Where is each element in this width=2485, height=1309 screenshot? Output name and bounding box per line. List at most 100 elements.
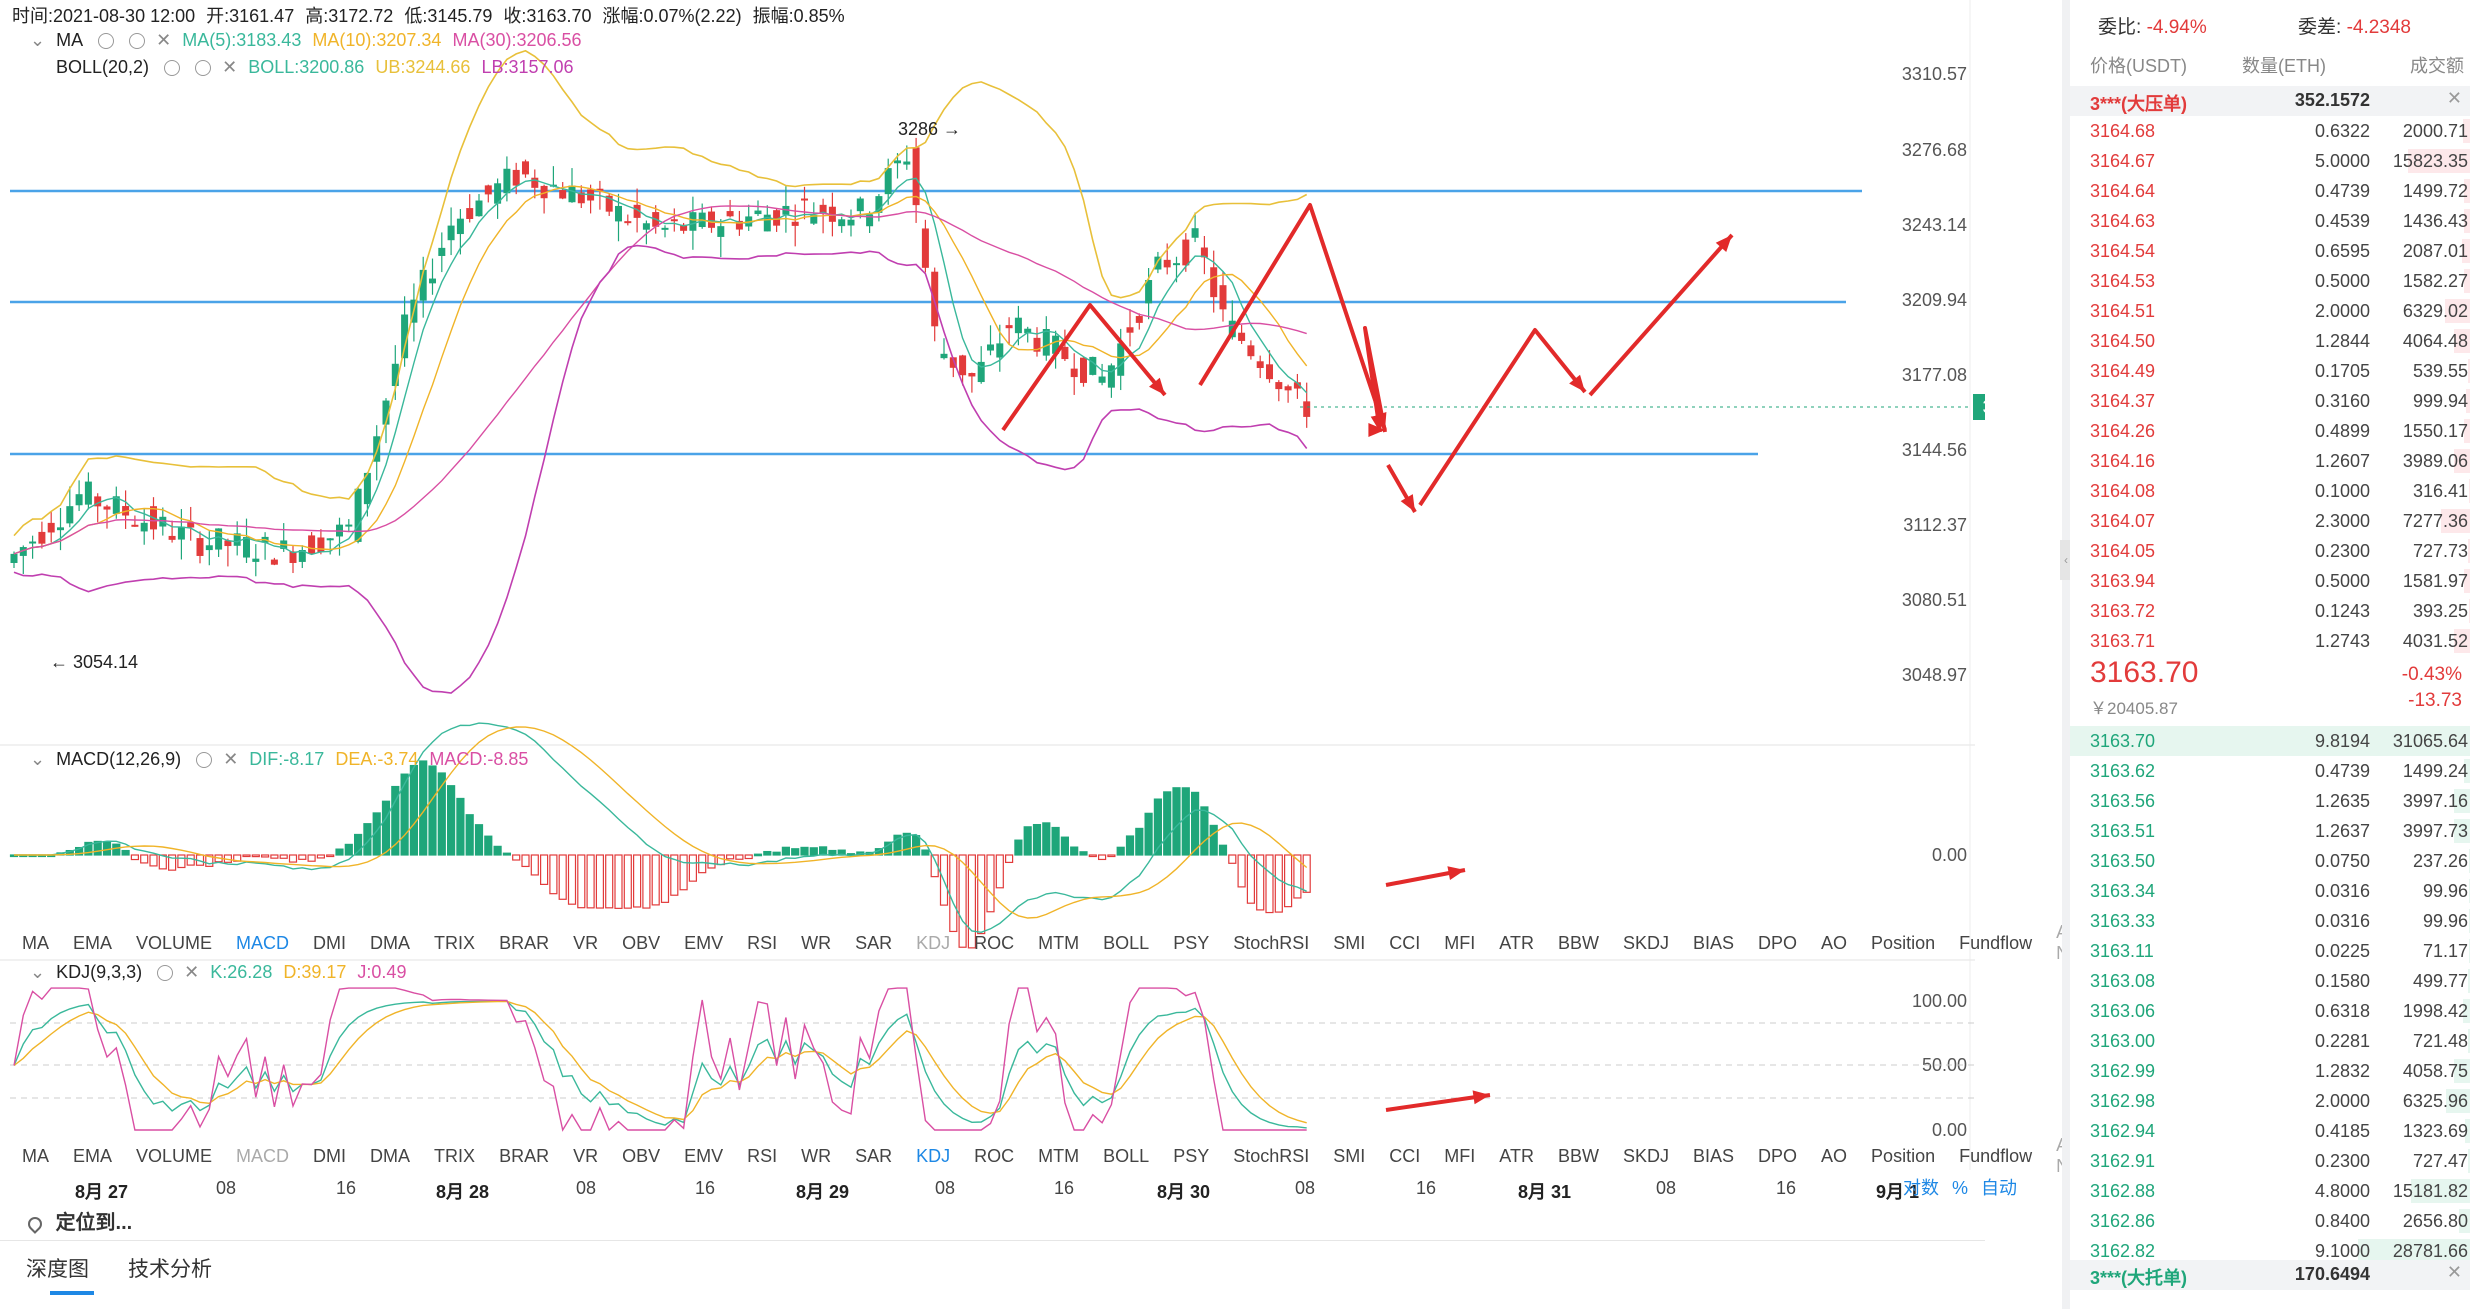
- ask-row[interactable]: 3164.16 1.2607 3989.06: [2070, 446, 2470, 476]
- close-icon[interactable]: ✕: [222, 57, 238, 77]
- indicator-tab-bias[interactable]: BIAS: [1692, 932, 1735, 953]
- indicator-tab-brar[interactable]: BRAR: [499, 1145, 550, 1166]
- indicator-tab-ma[interactable]: MA: [22, 932, 49, 953]
- indicator-tab-rsi[interactable]: RSI: [747, 932, 778, 953]
- bid-row[interactable]: 3163.33 0.0316 99.96: [2070, 906, 2470, 936]
- settings-icon[interactable]: [157, 965, 174, 982]
- indicator-tab-atr[interactable]: ATR: [1499, 1145, 1534, 1166]
- ask-row[interactable]: 3164.50 1.2844 4064.48: [2070, 326, 2470, 356]
- bid-row[interactable]: 3163.34 0.0316 99.96: [2070, 876, 2470, 906]
- indicator-tab-mtm[interactable]: MTM: [1038, 932, 1080, 953]
- ask-row[interactable]: 3164.37 0.3160 999.94: [2070, 386, 2470, 416]
- bid-row[interactable]: 3163.51 1.2637 3997.73: [2070, 816, 2470, 846]
- ask-row[interactable]: 3164.54 0.6595 2087.01: [2070, 236, 2470, 266]
- indicator-tab-atr[interactable]: ATR: [1499, 932, 1534, 953]
- percent-scale-button[interactable]: %: [1952, 1178, 1969, 1198]
- ask-row[interactable]: 3164.05 0.2300 727.73: [2070, 536, 2470, 566]
- ask-row[interactable]: 3164.07 2.3000 7277.36: [2070, 506, 2470, 536]
- indicator-tab-volume[interactable]: VOLUME: [136, 932, 213, 953]
- tab-technical-analysis[interactable]: 技术分析: [128, 1253, 212, 1283]
- bid-row[interactable]: 3162.91 0.2300 727.47: [2070, 1146, 2470, 1176]
- indicator-tab-sar[interactable]: SAR: [855, 932, 893, 953]
- indicator-tab-cci[interactable]: CCI: [1389, 932, 1421, 953]
- bid-row[interactable]: 3162.88 4.8000 15181.82: [2070, 1176, 2470, 1206]
- collapse-icon[interactable]: ⌄: [30, 749, 46, 769]
- indicator-tab-cci[interactable]: CCI: [1389, 1145, 1421, 1166]
- eye-icon[interactable]: [98, 33, 115, 50]
- close-icon[interactable]: ✕: [2446, 88, 2462, 108]
- indicator-tab-mfi[interactable]: MFI: [1444, 1145, 1476, 1166]
- indicator-tab-dpo[interactable]: DPO: [1758, 932, 1798, 953]
- indicator-tab-position[interactable]: Position: [1871, 932, 1936, 953]
- indicator-tab-roc[interactable]: ROC: [974, 932, 1015, 953]
- ask-row[interactable]: 3164.53 0.5000 1582.27: [2070, 266, 2470, 296]
- indicator-tab-psy[interactable]: PSY: [1173, 932, 1210, 953]
- indicator-tab-rsi[interactable]: RSI: [747, 1145, 778, 1166]
- indicator-tab-dpo[interactable]: DPO: [1758, 1145, 1798, 1166]
- bid-row[interactable]: 3163.11 0.0225 71.17: [2070, 936, 2470, 966]
- indicator-tab-macd[interactable]: MACD: [236, 932, 290, 953]
- kline-chart-svg[interactable]: 3310.57 3276.68 3243.14 3209.94 3177.08 3144.…: [0, 0, 1985, 1240]
- settings-icon[interactable]: [195, 60, 212, 77]
- indicator-tab-position[interactable]: Position: [1871, 1145, 1936, 1166]
- indicator-tab-mfi[interactable]: MFI: [1444, 932, 1476, 953]
- indicator-tab-skdj[interactable]: SKDJ: [1622, 1145, 1669, 1166]
- ask-row[interactable]: 3163.72 0.1243 393.25: [2070, 596, 2470, 626]
- indicator-tab-boll[interactable]: BOLL: [1103, 1145, 1150, 1166]
- bid-row[interactable]: 3163.70 9.8194 31065.64: [2070, 726, 2470, 756]
- collapse-icon[interactable]: ⌄: [30, 30, 46, 50]
- indicator-tab-psy[interactable]: PSY: [1173, 1145, 1210, 1166]
- bid-row[interactable]: 3163.50 0.0750 237.26: [2070, 846, 2470, 876]
- bid-row[interactable]: 3162.99 1.2832 4058.75: [2070, 1056, 2470, 1086]
- indicator-tab-obv[interactable]: OBV: [622, 1145, 661, 1166]
- indicator-tab-kdj[interactable]: KDJ: [916, 1145, 951, 1166]
- ask-row[interactable]: 3164.26 0.4899 1550.17: [2070, 416, 2470, 446]
- ask-row[interactable]: 3164.68 0.6322 2000.71: [2070, 116, 2470, 146]
- bid-row[interactable]: 3162.86 0.8400 2656.80: [2070, 1206, 2470, 1236]
- close-icon[interactable]: ✕: [223, 749, 239, 769]
- indicator-tab-vr[interactable]: VR: [573, 932, 599, 953]
- indicator-tab-skdj[interactable]: SKDJ: [1622, 932, 1669, 953]
- bid-row[interactable]: 3163.06 0.6318 1998.42: [2070, 996, 2470, 1026]
- bid-row[interactable]: 3162.82 9.1000 28781.66: [2070, 1236, 2470, 1266]
- indicator-tab-stochrsi[interactable]: StochRSI: [1233, 932, 1310, 953]
- indicator-tab-smi[interactable]: SMI: [1333, 932, 1366, 953]
- indicator-tab-volume[interactable]: VOLUME: [136, 1145, 213, 1166]
- indicator-tab-stochrsi[interactable]: StochRSI: [1233, 1145, 1310, 1166]
- bid-row[interactable]: 3163.00 0.2281 721.48: [2070, 1026, 2470, 1056]
- panel-divider[interactable]: [2062, 0, 2070, 1309]
- indicator-tab-trix[interactable]: TRIX: [434, 1145, 476, 1166]
- bid-row[interactable]: 3162.98 2.0000 6325.96: [2070, 1086, 2470, 1116]
- indicator-tab-vr[interactable]: VR: [573, 1145, 599, 1166]
- indicator-tab-ma[interactable]: MA: [22, 1145, 49, 1166]
- ask-row[interactable]: 3164.49 0.1705 539.55: [2070, 356, 2470, 386]
- ask-row[interactable]: 3163.71 1.2743 4031.52: [2070, 626, 2470, 656]
- locate-button[interactable]: 定位到...: [25, 1206, 132, 1235]
- ask-row[interactable]: 3164.51 2.0000 6329.02: [2070, 296, 2470, 326]
- eye-icon[interactable]: [164, 60, 181, 77]
- ask-row[interactable]: 3164.63 0.4539 1436.43: [2070, 206, 2470, 236]
- indicator-tab-dma[interactable]: DMA: [370, 1145, 411, 1166]
- indicator-tab-bbw[interactable]: BBW: [1557, 932, 1599, 953]
- indicator-tab-dmi[interactable]: DMI: [313, 1145, 347, 1166]
- indicator-tab-dma[interactable]: DMA: [370, 932, 411, 953]
- bid-row[interactable]: 3163.08 0.1580 499.77: [2070, 966, 2470, 996]
- indicator-tab-ema[interactable]: EMA: [73, 1145, 113, 1166]
- close-icon[interactable]: ✕: [184, 962, 200, 982]
- indicator-tab-fundflow[interactable]: Fundflow: [1959, 1145, 2033, 1166]
- indicator-tab-mtm[interactable]: MTM: [1038, 1145, 1080, 1166]
- indicator-tab-bias[interactable]: BIAS: [1692, 1145, 1735, 1166]
- indicator-tab-smi[interactable]: SMI: [1333, 1145, 1366, 1166]
- ask-row[interactable]: 3164.08 0.1000 316.41: [2070, 476, 2470, 506]
- indicator-tab-sar[interactable]: SAR: [855, 1145, 893, 1166]
- collapse-handle[interactable]: ‹: [2060, 540, 2072, 580]
- close-icon[interactable]: ✕: [2446, 1262, 2462, 1282]
- indicator-tab-trix[interactable]: TRIX: [434, 932, 476, 953]
- indicator-tab-bbw[interactable]: BBW: [1557, 1145, 1599, 1166]
- close-icon[interactable]: ✕: [156, 30, 172, 50]
- chart-area[interactable]: 3310.57 3276.68 3243.14 3209.94 3177.08 3144.…: [0, 0, 2269, 1240]
- indicator-tab-emv[interactable]: EMV: [684, 932, 724, 953]
- ask-row[interactable]: 3164.64 0.4739 1499.72: [2070, 176, 2470, 206]
- bid-row[interactable]: 3162.94 0.4185 1323.69: [2070, 1116, 2470, 1146]
- settings-icon[interactable]: [196, 752, 213, 769]
